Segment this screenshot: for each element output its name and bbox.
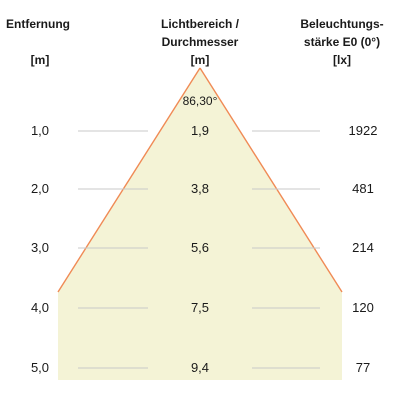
distance-header: Entfernung [6, 17, 70, 31]
distance-value: 3,0 [30, 240, 50, 255]
light-beam-area [58, 68, 342, 380]
distance-unit: [m] [30, 53, 50, 67]
diameter-value: 1,9 [190, 123, 210, 138]
beam-edge-left [57, 67, 201, 293]
illuminance-header-line1: Beleuchtungs- [300, 17, 384, 31]
beam-edge-right [199, 67, 343, 293]
distance-value: 5,0 [30, 360, 50, 375]
illuminance-unit: [lx] [333, 53, 351, 67]
guide-lines [78, 130, 320, 369]
distance-value: 2,0 [30, 181, 50, 196]
illuminance-value: 77 [355, 360, 371, 375]
diameter-header-line1: Lichtbereich / [160, 17, 240, 31]
distance-value: 1,0 [30, 123, 50, 138]
diameter-value: 9,4 [190, 360, 210, 375]
diameter-header-line2: Durchmesser [161, 35, 239, 49]
illuminance-value: 1922 [348, 123, 378, 138]
illuminance-header-line2: stärke E0 (0°) [303, 35, 381, 49]
distance-value: 4,0 [30, 300, 50, 315]
illuminance-value: 120 [352, 300, 374, 315]
illuminance-value: 481 [352, 181, 374, 196]
diameter-value: 3,8 [190, 181, 210, 196]
beam-angle-label: 86,30° [182, 94, 218, 108]
illuminance-value: 214 [352, 240, 374, 255]
diameter-unit: [m] [190, 53, 210, 67]
diameter-value: 5,6 [190, 240, 210, 255]
diameter-value: 7,5 [190, 300, 210, 315]
